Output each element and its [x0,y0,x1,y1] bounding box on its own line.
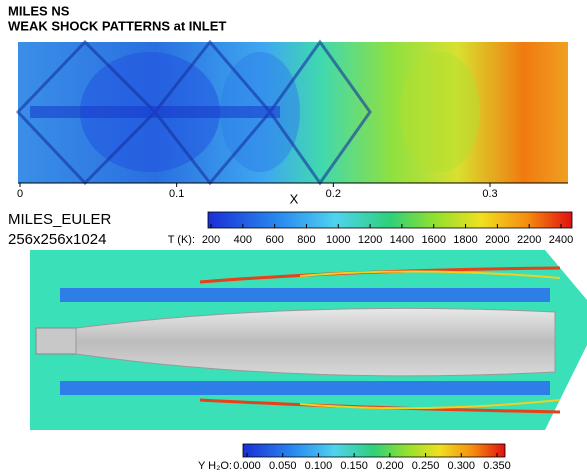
shock-contour-plot: 0 0.1 0.2 0.3 X [17,42,568,206]
title-line: WEAK SHOCK PATTERNS at INLET [8,18,226,33]
colorbar-label: T (K): [168,234,195,246]
tick-label: 0.350 [483,460,511,472]
tick-label: 200 [202,234,220,246]
injector [36,328,76,354]
jet-stream [60,381,550,395]
tick-label: 0.300 [448,460,476,472]
tick-label: 1400 [390,234,414,246]
temperature-colorbar: T (K): 200 400 600 800 1000 1200 1400 1600 1800 2… [168,212,574,246]
tick-label: 2400 [549,234,573,246]
tick-label: 800 [297,234,315,246]
tick-label: 0.000 [233,460,261,472]
tick-label: 400 [234,234,252,246]
contour-region [400,52,480,172]
tick-label: 0.250 [412,460,440,472]
colorbar-label: Y H₂O: [198,460,232,472]
tick-label: 0.050 [269,460,297,472]
tick-label: 0.100 [305,460,333,472]
tick-label: 2200 [517,234,541,246]
run-name: MILES_EULER [8,211,112,228]
x-axis-label: X [290,191,299,206]
tick-label: 1000 [326,234,350,246]
tick-label: 0.1 [169,188,184,200]
jet-stream [60,288,550,302]
tick-label: 2000 [485,234,509,246]
tick-label: 0 [17,188,23,200]
water-colorbar: Y H₂O: 0.000 0.050 0.100 0.150 0.200 0.250 0.3… [198,444,511,472]
tick-label: 1200 [358,234,382,246]
tick-label: 600 [265,234,283,246]
tick-label: 0.3 [482,188,497,200]
title-line: MILES NS [8,3,70,18]
tick-label: 1800 [453,234,477,246]
tick-label: 0.2 [326,188,341,200]
tick-label: 0.200 [376,460,404,472]
euler-3d-view [30,250,587,430]
title: MILES NS WEAK SHOCK PATTERNS at INLET [8,3,226,33]
colorbar [208,212,572,228]
tick-label: 1600 [421,234,445,246]
run-grid: 256x256x1024 [8,231,106,248]
figure: MILES NS WEAK SHOCK PATTERNS at INLET 00… [0,0,587,475]
jet-core [30,106,280,118]
tick-label: 0.150 [340,460,368,472]
